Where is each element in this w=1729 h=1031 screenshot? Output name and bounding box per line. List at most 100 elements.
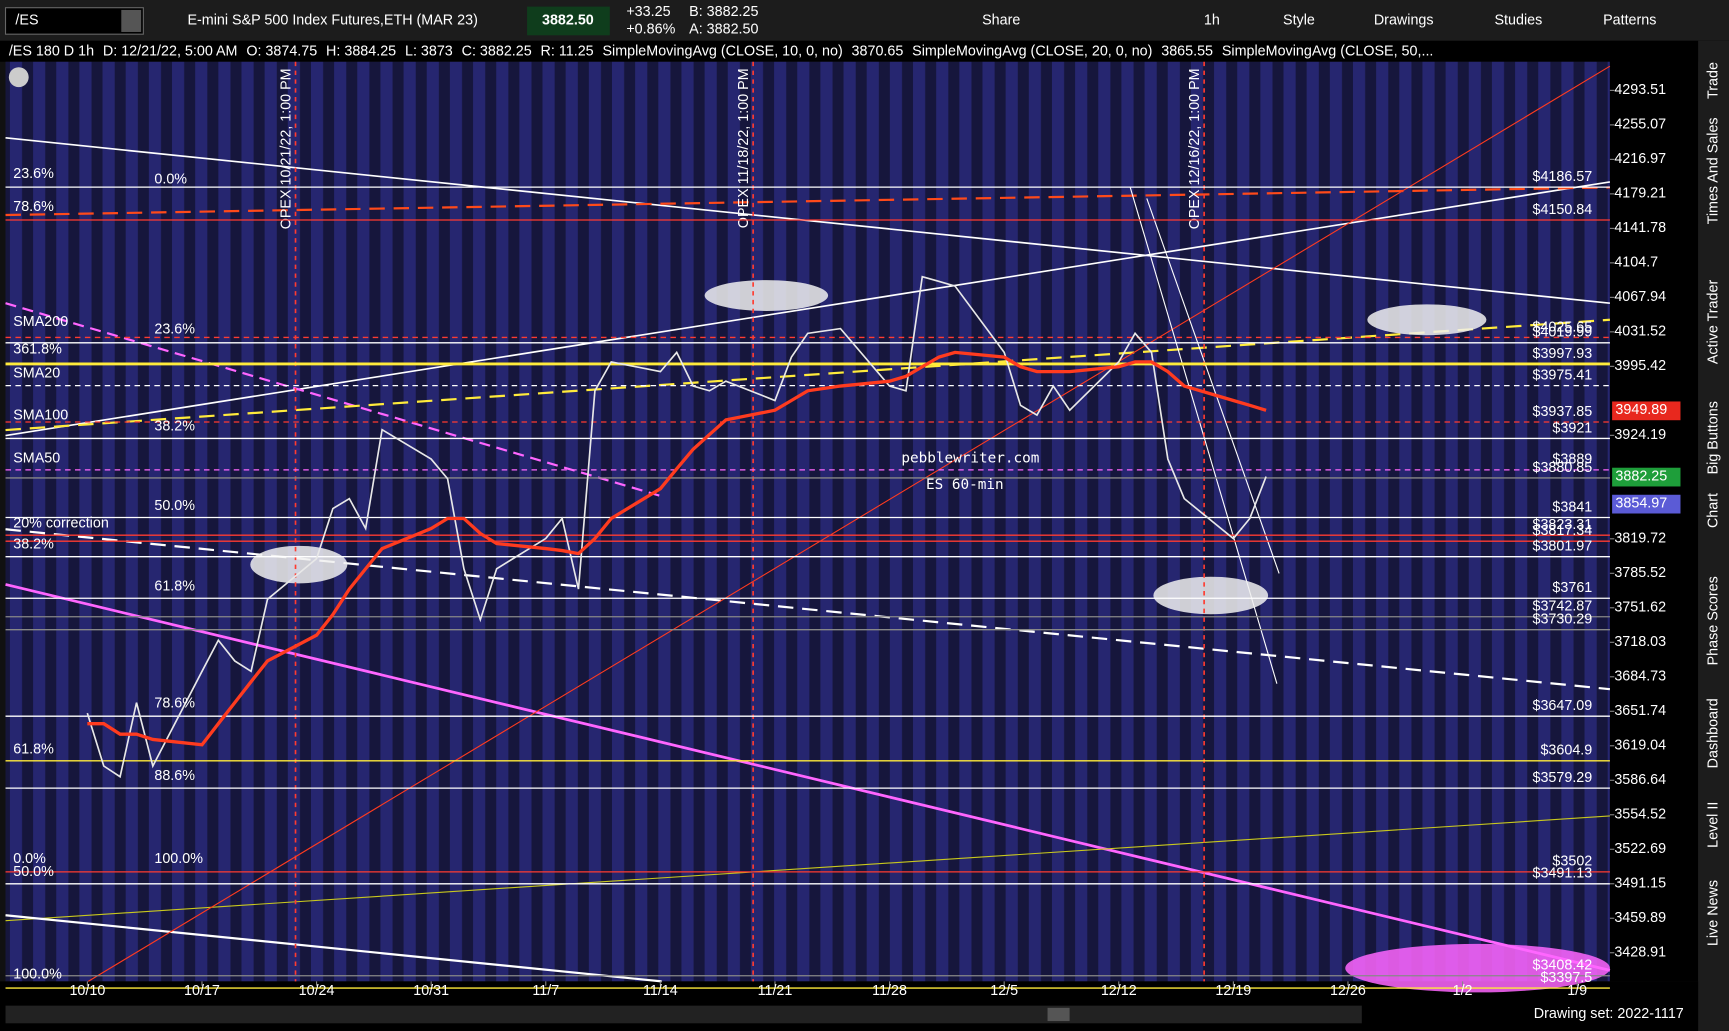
x-tick-label: 1/9	[1567, 983, 1587, 999]
price-level-label: $4025.65	[1532, 319, 1592, 335]
x-tick-label: 1/2	[1453, 983, 1473, 999]
price-level-label: $3880.85	[1532, 460, 1592, 476]
y-tick-label: 3619.04	[1614, 738, 1666, 754]
fib-label: 20% correction	[13, 516, 109, 532]
fib-label: 361.8%	[13, 341, 62, 357]
price-badge	[1612, 401, 1681, 421]
info-segment: SimpleMovingAvg (CLOSE, 10, 0, no)	[602, 44, 842, 60]
net-change-pct: +0.86%	[626, 22, 675, 38]
price-badge-label: 3882.25	[1615, 468, 1667, 484]
y-tick-label: 3924.19	[1614, 427, 1666, 443]
opex-label: OPEX 12/16/22, 1:00 PM	[1187, 68, 1203, 229]
price-level-label: $3579.29	[1532, 770, 1592, 786]
y-tick-label: 4104.7	[1614, 255, 1658, 271]
price-line	[87, 350, 1267, 747]
symbol-box[interactable]	[4, 7, 144, 35]
info-segment: /ES 180 D 1h	[9, 44, 94, 60]
y-tick-label: 3718.03	[1614, 634, 1666, 650]
fib-label: SMA50	[13, 450, 60, 466]
info-segment: 3865.55	[1161, 44, 1213, 60]
x-tick-label: 12/12	[1101, 983, 1137, 999]
toolbar-button[interactable]: Patterns	[1603, 13, 1656, 29]
ask: A: 3882.50	[689, 22, 758, 38]
fib-label: 78.6%	[13, 199, 54, 215]
trendline	[5, 815, 1610, 922]
price-level-label: $3937.85	[1532, 404, 1592, 420]
info-segment: SimpleMovingAvg (CLOSE, 20, 0, no)	[912, 44, 1152, 60]
toolbar-button[interactable]: Drawings	[1374, 13, 1434, 29]
price-level-label: $3742.87	[1532, 599, 1592, 615]
side-tab[interactable]: Active Trader	[1705, 280, 1721, 365]
price-level-label: $3397.5	[1540, 970, 1592, 986]
price-level-label: $3801.97	[1532, 539, 1592, 555]
fib-label: 78.6%	[154, 695, 195, 711]
side-tab[interactable]: Level II	[1705, 802, 1721, 848]
fib-label: 38.2%	[13, 537, 54, 553]
side-tab[interactable]: Phase Scores	[1705, 576, 1721, 665]
highlight-ellipse	[1367, 304, 1487, 336]
price-level-label: $3975.41	[1532, 367, 1592, 383]
scrollbar[interactable]	[5, 1005, 1362, 1024]
side-tab[interactable]: Live News	[1705, 880, 1721, 946]
price-level-label: $3841	[1552, 499, 1592, 515]
info-segment: SimpleMovingAvg (CLOSE, 50,...	[1222, 44, 1434, 60]
alert-icon[interactable]	[8, 67, 29, 88]
fib-label: 100.0%	[13, 967, 62, 983]
y-tick-label: 3586.64	[1614, 772, 1666, 788]
trendline	[87, 65, 1611, 982]
scroll-thumb[interactable]	[1047, 1007, 1070, 1022]
trendline	[5, 302, 662, 498]
symbol-dropdown[interactable]	[121, 9, 142, 32]
trendline	[5, 318, 1610, 432]
watermark: pebblewriter.com	[901, 451, 1039, 467]
y-tick-label: 3751.62	[1614, 600, 1666, 616]
fib-label: 38.2%	[154, 419, 195, 435]
fib-label: 0.0%	[13, 851, 46, 867]
toolbar-button[interactable]: Share	[982, 13, 1020, 29]
fib-label: 0.0%	[154, 172, 187, 188]
price-badge	[1612, 467, 1681, 487]
x-tick-label: 11/21	[758, 983, 793, 999]
price-line	[86, 275, 1267, 779]
drawing-set: Drawing set: 2022-1117	[1534, 1006, 1684, 1022]
toolbar-button[interactable]: Studies	[1494, 13, 1542, 29]
trendline	[5, 186, 1610, 217]
bid: B: 3882.25	[689, 4, 758, 20]
highlight-ellipse	[704, 280, 829, 311]
toolbar-button[interactable]: Style	[1283, 13, 1315, 29]
price-badge-label: 3949.89	[1615, 402, 1667, 418]
x-tick-label: 12/5	[990, 983, 1018, 999]
price-level-label: $3761	[1552, 580, 1592, 596]
symbol[interactable]: /ES	[15, 13, 38, 29]
net-change: +33.25	[626, 4, 670, 20]
fib-label: 50.0%	[13, 864, 54, 880]
y-tick-label: 4031.52	[1614, 324, 1666, 340]
price-level-label: $3817.34	[1532, 523, 1592, 539]
highlight-ellipse	[250, 545, 348, 584]
fib-label: 61.8%	[154, 578, 195, 594]
price-level-label: $3491.13	[1532, 866, 1592, 882]
info-segment: O: 3874.75	[246, 44, 317, 60]
side-tab[interactable]: Times And Sales	[1705, 117, 1721, 224]
fib-label: SMA20	[13, 366, 60, 382]
side-tabs-bg	[1698, 40, 1729, 1031]
side-tab[interactable]: Trade	[1705, 62, 1721, 99]
y-tick-label: 3491.15	[1614, 876, 1666, 892]
side-tab[interactable]: Chart	[1705, 493, 1721, 528]
opex-label: OPEX 11/18/22, 1:00 PM	[736, 68, 752, 228]
toolbar-bg	[0, 0, 1729, 41]
side-tab[interactable]: Dashboard	[1705, 698, 1721, 768]
fib-label: 23.6%	[154, 321, 195, 337]
chart-bg	[5, 61, 1610, 982]
x-tick-label: 10/24	[299, 983, 335, 999]
price-level-label: $3730.29	[1532, 612, 1592, 628]
side-tab[interactable]: Big Buttons	[1705, 401, 1721, 474]
trendlines	[5, 65, 1611, 993]
price-badge	[1612, 494, 1681, 514]
trendline	[5, 583, 1611, 972]
info-segment: H: 3884.25	[326, 44, 396, 60]
info-segment: D: 12/21/22, 5:00 AM	[103, 44, 238, 60]
toolbar-button[interactable]: 1h	[1204, 13, 1220, 29]
